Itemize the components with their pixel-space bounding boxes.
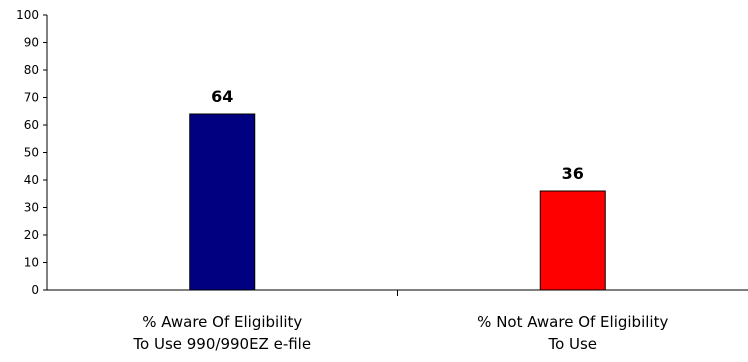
y-tick-label: 100	[16, 8, 39, 22]
x-category-label: To Use 990/990EZ e-file	[132, 335, 311, 353]
data-label-1: 64	[211, 87, 233, 106]
x-category-label: To Use	[547, 335, 597, 353]
chart-labels: 64 % Aware Of Eligibility To Use 990/990EZ…	[132, 87, 668, 353]
y-tick-label: 50	[24, 146, 39, 160]
y-tick-label: 40	[24, 173, 39, 187]
y-tick-label: 30	[24, 201, 39, 215]
y-tick-label: 0	[31, 283, 39, 297]
y-tick-label: 60	[24, 118, 39, 132]
chart-axes: 0 10 20 30 40 50 60 70 80 90 100	[16, 8, 748, 297]
y-tick-label: 80	[24, 63, 39, 77]
x-category-label: % Not Aware Of Eligibility	[477, 313, 668, 331]
y-tick-label: 10	[24, 256, 39, 270]
y-tick-label: 70	[24, 91, 39, 105]
x-category-label: % Aware Of Eligibility	[142, 313, 302, 331]
chart-bars	[189, 113, 606, 291]
data-label-2: 36	[562, 164, 584, 183]
bar-2	[539, 190, 606, 291]
bar-1	[189, 113, 256, 291]
y-tick-label: 90	[24, 36, 39, 50]
y-tick-label: 20	[24, 228, 39, 242]
